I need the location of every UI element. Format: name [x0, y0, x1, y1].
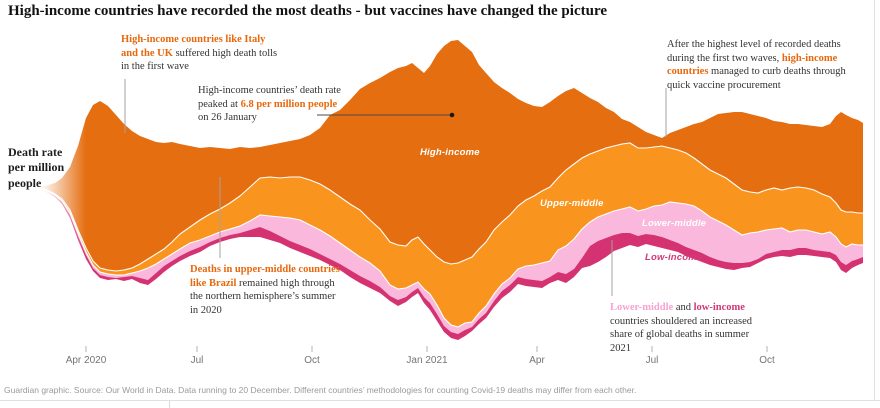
area-label-high-income: High-income: [420, 147, 480, 158]
stream-band-lower-middle: [38, 189, 863, 334]
annotation-lower-low-income: Lower-middle and low-income countries sh…: [610, 301, 772, 356]
annotation-segment: Deaths in upper-middle countries like Br…: [190, 264, 340, 289]
annotation-first-wave: High-income countries like Italy and the…: [121, 33, 281, 74]
annotation-segment: and: [673, 302, 694, 313]
band-boundary-b2: [37, 188, 863, 328]
area-label-upper-middle: Upper-middle: [540, 198, 604, 209]
y-axis-label: Death rate per million people: [8, 145, 65, 190]
area-label-lower-middle: Lower-middle: [642, 218, 707, 229]
x-axis-tick-label: Jul: [191, 355, 204, 366]
right-panel-border: [874, 0, 875, 400]
stream-band-upper-middle: [38, 143, 863, 327]
left-fade-gradient: [28, 88, 86, 303]
page-column-divider: [169, 401, 170, 408]
annotation-segment: High-income countries’ death rate peaked…: [198, 85, 341, 110]
annotation-segment: on 26 January: [198, 112, 257, 124]
x-axis-tick-label: Jul: [646, 355, 659, 366]
area-label-low-income: Low-income: [645, 252, 703, 263]
x-axis-tick-label: Apr 2020: [66, 355, 107, 366]
x-axis-tick-label: Oct: [759, 355, 775, 366]
annotation-segment: countries shouldered an increased share …: [610, 315, 752, 354]
x-axis-tick-label: Oct: [304, 355, 320, 366]
x-axis-tick-label: Apr: [529, 355, 545, 366]
annotation-segment: High-income countries like Italy and the…: [121, 34, 266, 59]
stream-band-high-income: [38, 40, 863, 271]
annotation-segment: Lower-middle: [610, 302, 674, 313]
leader-end-dot: [449, 112, 455, 118]
annotation-peak-6-8: High-income countries’ death rate peaked…: [198, 84, 346, 125]
annotation-upper-middle-brazil: Deaths in upper-middle countries like Br…: [190, 263, 340, 318]
source-credit: Guardian graphic. Source: Our World in D…: [4, 385, 637, 395]
annotation-segment: 6.8 per million people: [240, 98, 338, 110]
band-boundary-b1: [37, 142, 863, 272]
annotation-segment: low-income: [693, 302, 745, 313]
x-axis-tick-label: Jan 2021: [406, 355, 448, 366]
annotation-vaccine-procurement: After the highest level of recorded deat…: [667, 38, 869, 93]
annotation-segment: high-income countries: [667, 52, 838, 78]
annotation-segment: After the highest level of recorded deat…: [667, 39, 841, 64]
bottom-divider: [0, 400, 880, 401]
annotation-segment: suffered high death tolls in the first w…: [121, 47, 278, 73]
annotation-segment: remained high through the northern hemis…: [190, 277, 336, 316]
chart-title: High-income countries have recorded the …: [8, 3, 607, 19]
annotation-segment: managed to curb deaths through quick vac…: [667, 66, 846, 91]
